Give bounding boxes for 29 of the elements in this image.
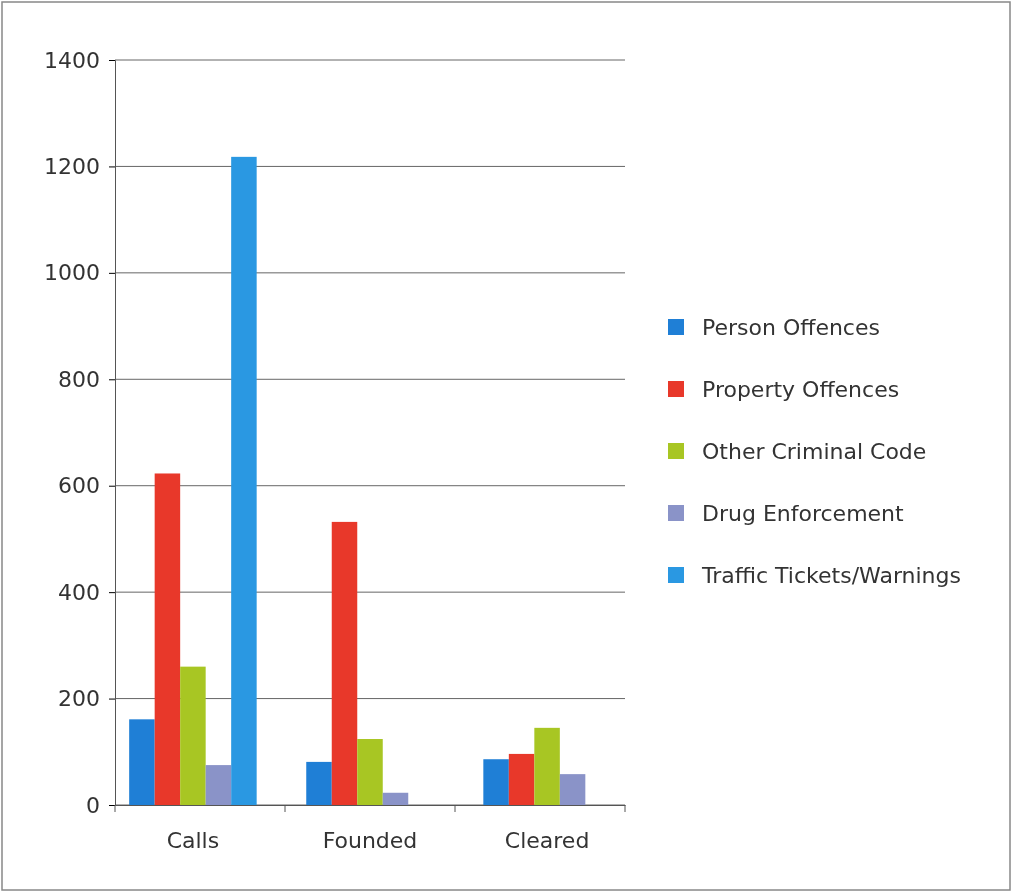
legend-label: Drug Enforcement	[702, 501, 905, 526]
y-tick-label: 1200	[44, 153, 100, 179]
legend-label: Person Offences	[702, 315, 880, 340]
bar	[357, 739, 383, 805]
bar	[559, 774, 586, 805]
y-tick-label: 800	[58, 366, 100, 392]
bar	[483, 759, 509, 805]
legend-label: Traffic Tickets/Warnings	[701, 563, 961, 588]
x-tick-label: Cleared	[504, 828, 590, 853]
bar	[129, 719, 155, 805]
y-tick-label: 400	[58, 579, 100, 605]
x-tick-label: Founded	[322, 828, 418, 853]
bar	[382, 792, 409, 805]
x-tick-label: Calls	[166, 828, 220, 853]
bar	[306, 761, 332, 805]
y-tick-label: 600	[58, 473, 100, 499]
y-tick-label: 200	[58, 686, 100, 712]
bar	[154, 473, 181, 805]
y-tick-label: 1000	[44, 260, 100, 286]
bar	[508, 753, 535, 805]
bar	[534, 727, 560, 805]
y-tick-label: 1400	[44, 47, 100, 73]
bar	[331, 521, 358, 805]
bar	[205, 765, 232, 805]
bar	[231, 156, 257, 805]
y-tick-label: 0	[86, 792, 100, 818]
legend-label: Property Offences	[702, 377, 900, 402]
bar	[180, 666, 206, 805]
legend-label: Other Criminal Code	[702, 439, 927, 464]
